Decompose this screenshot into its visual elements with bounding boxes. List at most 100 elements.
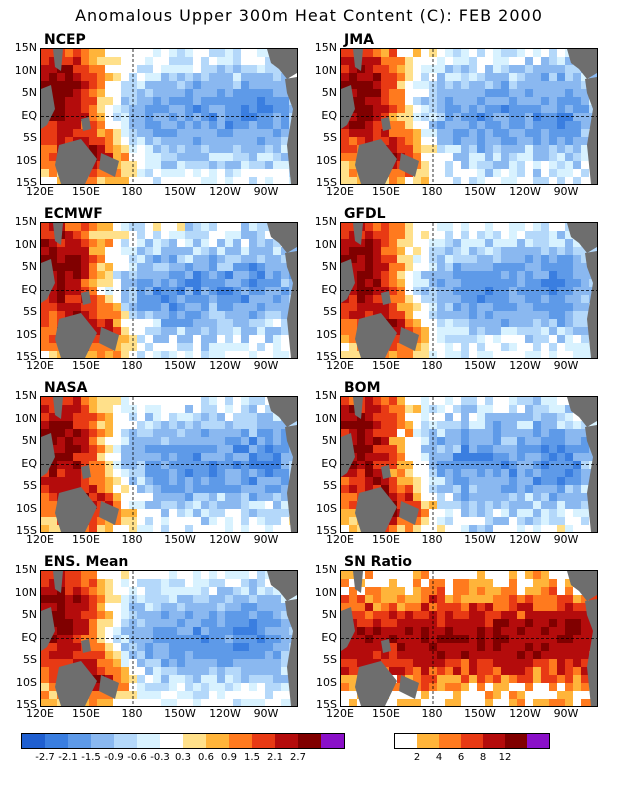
field-cell	[121, 571, 129, 579]
field-cell	[501, 311, 509, 319]
field-cell	[145, 263, 153, 271]
field-cell	[469, 327, 477, 335]
field-cell	[41, 493, 49, 501]
colorbar-label: 2.1	[267, 752, 283, 763]
field-cell	[113, 501, 121, 509]
lat-tick-label: 5N	[321, 86, 337, 99]
field-cell	[557, 501, 565, 509]
field-cell	[397, 295, 405, 303]
field-cell	[57, 303, 65, 311]
field-cell	[209, 453, 217, 461]
field-cell	[225, 287, 233, 295]
field-cell	[485, 311, 493, 319]
field-cell	[549, 343, 557, 351]
field-cell	[233, 445, 241, 453]
field-cell	[477, 667, 485, 675]
field-cell	[129, 49, 137, 57]
field-cell	[565, 73, 573, 81]
field-cell	[565, 231, 573, 239]
field-cell	[185, 397, 193, 405]
field-cell	[437, 485, 445, 493]
field-cell	[485, 335, 493, 343]
field-cell	[373, 429, 381, 437]
field-cell	[281, 699, 289, 706]
field-cell	[233, 603, 241, 611]
colorbar-label: 2	[413, 752, 421, 763]
field-cell	[273, 303, 281, 311]
field-cell	[161, 525, 169, 532]
field-cell	[161, 145, 169, 153]
field-cell	[549, 659, 557, 667]
field-cell	[73, 113, 81, 121]
field-cell	[485, 643, 493, 651]
field-cell	[249, 587, 257, 595]
field-cell	[365, 445, 373, 453]
field-cell	[493, 81, 501, 89]
land-mass	[267, 223, 297, 253]
field-cell	[509, 635, 517, 643]
field-cell	[421, 223, 429, 231]
field-cell	[493, 311, 501, 319]
field-cell	[525, 611, 533, 619]
field-cell	[177, 429, 185, 437]
field-cell	[501, 113, 509, 121]
field-cell	[201, 437, 209, 445]
field-cell	[89, 587, 97, 595]
field-cell	[357, 279, 365, 287]
field-cell	[469, 675, 477, 683]
field-cell	[177, 477, 185, 485]
field-cell	[193, 651, 201, 659]
field-cell	[145, 397, 153, 405]
map-field	[341, 223, 597, 358]
field-cell	[121, 643, 129, 651]
field-cell	[573, 113, 581, 121]
field-cell	[485, 231, 493, 239]
field-cell	[485, 153, 493, 161]
field-cell	[89, 603, 97, 611]
field-cell	[405, 89, 413, 97]
field-cell	[217, 421, 225, 429]
lat-tick-label: 15N	[314, 389, 337, 402]
field-cell	[573, 137, 581, 145]
field-cell	[581, 295, 589, 303]
field-cell	[405, 97, 413, 105]
field-cell	[65, 311, 73, 319]
field-cell	[373, 73, 381, 81]
field-cell	[509, 525, 517, 532]
field-cell	[193, 429, 201, 437]
field-cell	[145, 453, 153, 461]
field-cell	[257, 485, 265, 493]
field-cell	[533, 239, 541, 247]
field-cell	[249, 627, 257, 635]
field-cell	[461, 429, 469, 437]
field-cell	[89, 303, 97, 311]
field-cell	[89, 627, 97, 635]
field-cell	[241, 57, 249, 65]
field-cell	[437, 121, 445, 129]
field-cell	[581, 97, 589, 105]
field-cell	[201, 145, 209, 153]
field-cell	[501, 635, 509, 643]
field-cell	[517, 667, 525, 675]
field-cell	[509, 517, 517, 525]
field-cell	[549, 223, 557, 231]
field-cell	[137, 461, 145, 469]
field-cell	[89, 595, 97, 603]
field-cell	[193, 169, 201, 177]
field-cell	[565, 89, 573, 97]
field-cell	[493, 279, 501, 287]
field-cell	[565, 501, 573, 509]
field-cell	[161, 295, 169, 303]
field-cell	[225, 571, 233, 579]
field-cell	[241, 691, 249, 699]
field-cell	[177, 493, 185, 501]
field-cell	[273, 587, 281, 595]
field-cell	[397, 691, 405, 699]
field-cell	[445, 611, 453, 619]
field-cell	[153, 659, 161, 667]
field-cell	[225, 429, 233, 437]
field-cell	[121, 239, 129, 247]
field-cell	[217, 453, 225, 461]
field-cell	[217, 501, 225, 509]
field-cell	[257, 643, 265, 651]
